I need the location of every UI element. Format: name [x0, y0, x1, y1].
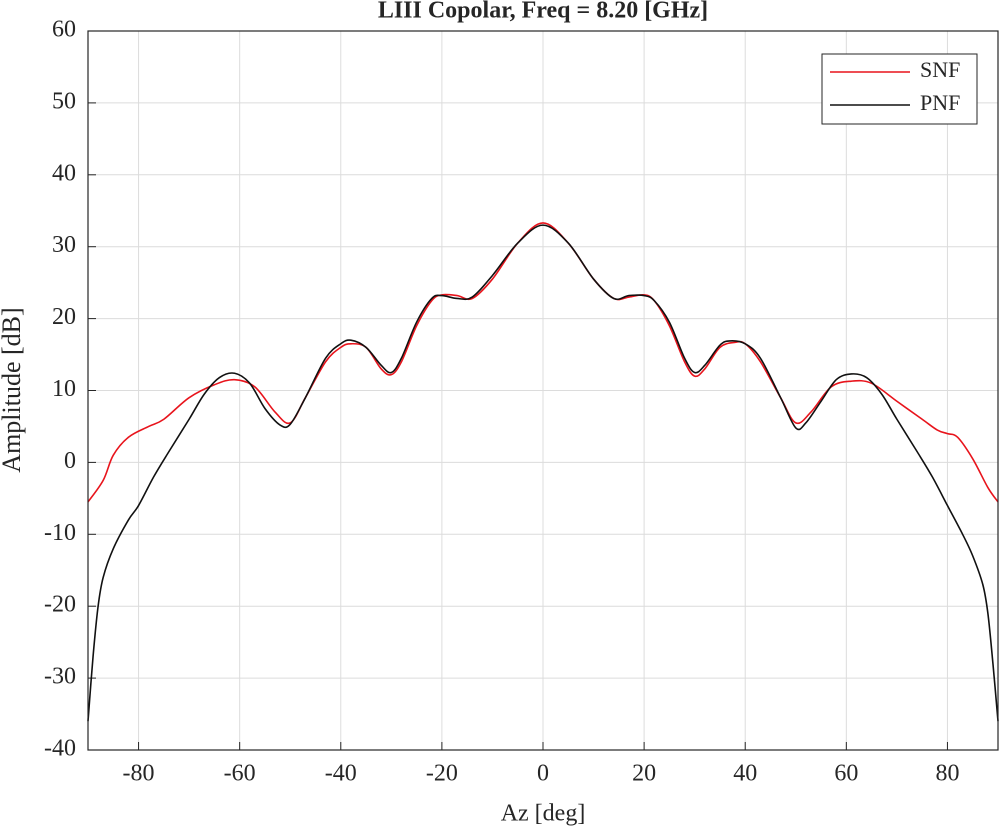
- x-tick-label: -80: [123, 761, 155, 787]
- x-tick-label: -60: [224, 761, 256, 787]
- legend-label: SNF: [920, 57, 960, 82]
- y-tick-label: 60: [52, 17, 76, 43]
- x-tick-label: 60: [834, 761, 858, 787]
- x-tick-label: 0: [537, 761, 549, 787]
- y-axis-label: Amplitude [dB]: [0, 307, 26, 472]
- y-tick-label: 30: [52, 232, 76, 258]
- series-line: [87, 222, 999, 503]
- y-tick-label: 20: [52, 304, 76, 330]
- y-tick-label: -20: [44, 592, 76, 618]
- x-tick-label: 80: [935, 761, 959, 787]
- series-line: [87, 224, 999, 722]
- y-tick-label: -10: [44, 520, 76, 546]
- legend-label: PNF: [920, 90, 960, 115]
- x-tick-label: -20: [426, 761, 458, 787]
- y-tick-label: -40: [44, 736, 76, 762]
- legend-box: [821, 53, 978, 125]
- y-tick-label: 50: [52, 88, 76, 114]
- y-tick-label: 10: [52, 376, 76, 402]
- x-tick-label: -40: [325, 761, 357, 787]
- y-tick-label: 40: [52, 160, 76, 186]
- y-tick-label: -30: [44, 664, 76, 690]
- x-tick-label: 20: [632, 761, 656, 787]
- x-tick-label: 40: [733, 761, 757, 787]
- plot-frame: [87, 30, 999, 751]
- y-tick-label: 0: [64, 448, 76, 474]
- x-axis-label: Az [deg]: [501, 801, 586, 827]
- chart-title: LIII Copolar, Freq = 8.20 [GHz]: [378, 0, 708, 24]
